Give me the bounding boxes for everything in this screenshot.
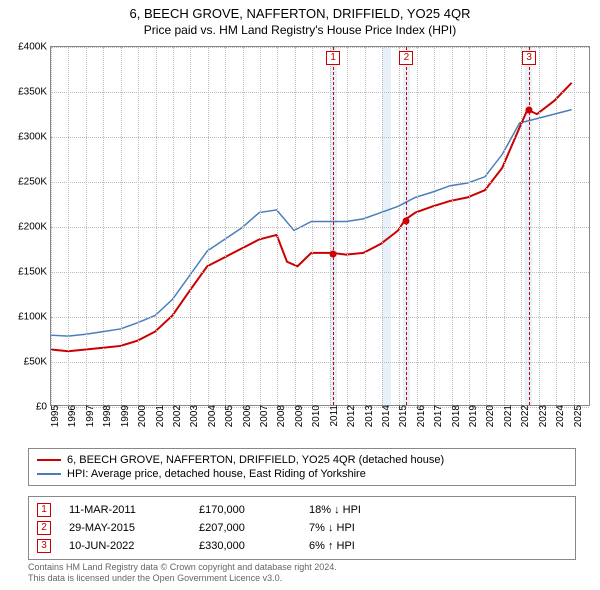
x-axis-label: 1995 [50,405,61,427]
marker-id-box: 1 [37,503,51,517]
x-axis-label: 2001 [155,405,166,427]
marker-legend-row: 2 29-MAY-2015 £207,000 7% ↓ HPI [37,519,567,537]
marker-id-box: 3 [37,539,51,553]
x-axis-label: 2021 [503,405,514,427]
x-axis-label: 2015 [398,405,409,427]
x-axis-label: 2011 [329,405,340,427]
marker-legend-row: 3 10-JUN-2022 £330,000 6% ↑ HPI [37,537,567,555]
marker-id-box: 1 [326,51,340,65]
y-axis-label: £400K [18,42,47,53]
license-line: This data is licensed under the Open Gov… [28,573,337,584]
y-axis-label: £200K [18,222,47,233]
marker-id-box: 2 [399,51,413,65]
legend-row: HPI: Average price, detached house, East… [37,467,567,481]
marker-point [330,251,337,258]
y-axis-label: £100K [18,312,47,323]
x-axis-label: 2016 [416,405,427,427]
marker-point [403,217,410,224]
x-axis-label: 2012 [346,405,357,427]
legend-label: HPI: Average price, detached house, East… [67,468,366,480]
y-axis-label: £0 [36,402,47,413]
marker-legend-row: 1 11-MAR-2011 £170,000 18% ↓ HPI [37,501,567,519]
x-axis-label: 2024 [555,405,566,427]
x-axis-label: 2020 [485,405,496,427]
marker-price: £207,000 [199,522,309,534]
license-text: Contains HM Land Registry data © Crown c… [28,562,337,584]
x-axis-label: 2018 [451,405,462,427]
x-axis-label: 2022 [520,405,531,427]
x-axis-label: 2025 [573,405,584,427]
chart-title: 6, BEECH GROVE, NAFFERTON, DRIFFIELD, YO… [0,0,600,21]
x-axis-label: 1997 [85,405,96,427]
markers-legend: 1 11-MAR-2011 £170,000 18% ↓ HPI 2 29-MA… [28,496,576,560]
y-axis-label: £250K [18,177,47,188]
marker-diff: 6% ↑ HPI [309,540,567,552]
marker-point [526,107,533,114]
x-axis-label: 2003 [189,405,200,427]
x-axis-label: 2019 [468,405,479,427]
marker-diff: 18% ↓ HPI [309,504,567,516]
y-axis-label: £50K [24,357,47,368]
x-axis-label: 2007 [259,405,270,427]
marker-diff: 7% ↓ HPI [309,522,567,534]
x-axis-label: 2008 [276,405,287,427]
legend-label: 6, BEECH GROVE, NAFFERTON, DRIFFIELD, YO… [67,454,444,466]
legend-swatch [37,473,61,475]
marker-date: 11-MAR-2011 [69,504,199,516]
marker-id-box: 3 [522,51,536,65]
marker-id-box: 2 [37,521,51,535]
x-axis-label: 2023 [538,405,549,427]
x-axis-label: 1998 [102,405,113,427]
marker-date: 29-MAY-2015 [69,522,199,534]
x-axis-label: 2014 [381,405,392,427]
y-axis-label: £350K [18,87,47,98]
x-axis-label: 2005 [224,405,235,427]
y-axis-label: £300K [18,132,47,143]
x-axis-label: 2004 [207,405,218,427]
marker-price: £170,000 [199,504,309,516]
chart-lines-svg [51,47,589,405]
marker-price: £330,000 [199,540,309,552]
chart-container: 6, BEECH GROVE, NAFFERTON, DRIFFIELD, YO… [0,0,600,590]
legend-row: 6, BEECH GROVE, NAFFERTON, DRIFFIELD, YO… [37,453,567,467]
x-axis-label: 2009 [294,405,305,427]
x-axis-label: 2002 [172,405,183,427]
chart-plot-area: £0£50K£100K£150K£200K£250K£300K£350K£400… [50,46,590,406]
y-axis-label: £150K [18,267,47,278]
x-axis-label: 2013 [364,405,375,427]
x-axis-label: 2006 [242,405,253,427]
x-axis-label: 2010 [311,405,322,427]
x-axis-label: 2017 [433,405,444,427]
chart-subtitle: Price paid vs. HM Land Registry's House … [0,21,600,41]
x-axis-label: 2000 [137,405,148,427]
x-axis-label: 1999 [120,405,131,427]
series-legend: 6, BEECH GROVE, NAFFERTON, DRIFFIELD, YO… [28,448,576,486]
legend-swatch [37,459,61,461]
x-axis-label: 1996 [67,405,78,427]
marker-date: 10-JUN-2022 [69,540,199,552]
license-line: Contains HM Land Registry data © Crown c… [28,562,337,573]
